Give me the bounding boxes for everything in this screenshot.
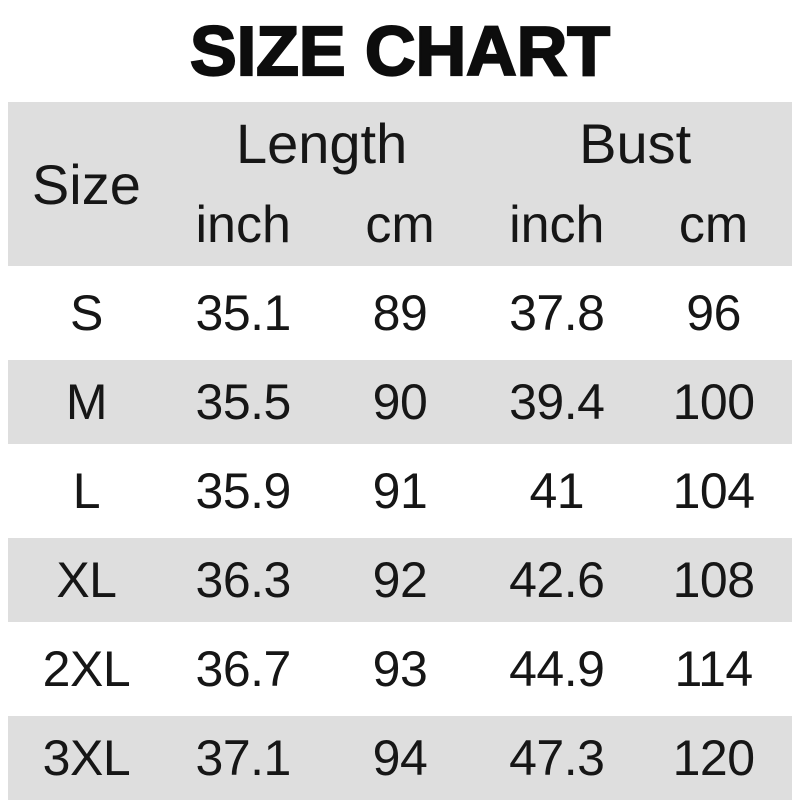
- size-cell: XL: [56, 552, 117, 608]
- bust-inch-cell: 39.4: [509, 374, 605, 430]
- bust-inch-cell: 44.9: [509, 641, 605, 697]
- bust-cm-cell: 108: [672, 552, 755, 608]
- table-body: S 35.1 89 37.8 96 M 35.5 90 39.4 100 L 3…: [8, 271, 792, 800]
- bust-cm-cell: 104: [672, 463, 755, 519]
- header-length-inch: inch: [195, 196, 291, 254]
- table-row-m: M 35.5 90 39.4 100: [8, 360, 792, 444]
- size-cell: S: [69, 285, 103, 341]
- bust-cm-cell: 120: [672, 730, 755, 786]
- table-row-s: S 35.1 89 37.8 96: [8, 271, 792, 355]
- length-inch-cell: 35.5: [195, 374, 292, 430]
- table-row-xl: XL 36.3 92 42.6 108: [8, 538, 792, 622]
- size-chart-table: Size Length Bust inch cm inch cm S 35.1 …: [8, 102, 792, 800]
- length-cm-cell: 91: [372, 463, 428, 519]
- page-title: SIZE CHART: [189, 11, 611, 91]
- bust-cm-cell: 96: [686, 285, 741, 341]
- bust-inch-cell: 42.6: [509, 552, 605, 608]
- header-bust-cm: cm: [678, 196, 749, 254]
- bust-cm-cell: 114: [674, 641, 753, 697]
- size-cell: L: [72, 463, 101, 519]
- length-inch-cell: 37.1: [195, 730, 292, 786]
- length-cm-cell: 92: [372, 552, 428, 608]
- bust-inch-cell: 41: [529, 463, 585, 519]
- size-cell: 2XL: [42, 641, 131, 697]
- header-length: Length: [235, 111, 408, 175]
- bust-inch-cell: 37.8: [509, 285, 605, 341]
- length-cm-cell: 94: [372, 730, 428, 786]
- length-inch-cell: 35.9: [195, 463, 292, 519]
- table-row-3xl: 3XL 37.1 94 47.3 120: [8, 716, 792, 800]
- length-inch-cell: 36.7: [195, 641, 292, 697]
- length-cm-cell: 89: [372, 285, 428, 341]
- length-inch-cell: 36.3: [195, 552, 292, 608]
- bust-inch-cell: 47.3: [509, 730, 605, 786]
- length-cm-cell: 93: [372, 641, 428, 697]
- header-size: Size: [31, 152, 141, 216]
- table-row-2xl: 2XL 36.7 93 44.9 114: [8, 627, 792, 711]
- size-cell: 3XL: [42, 730, 131, 786]
- header-length-cm: cm: [365, 196, 435, 254]
- header-bust-inch: inch: [509, 196, 605, 254]
- table-row-l: L 35.9 91 41 104: [8, 449, 792, 533]
- header-bust: Bust: [579, 111, 692, 175]
- length-inch-cell: 35.1: [195, 285, 292, 341]
- size-cell: M: [65, 374, 108, 430]
- table-header: Size Length Bust inch cm inch cm: [8, 102, 792, 266]
- length-cm-cell: 90: [372, 374, 428, 430]
- bust-cm-cell: 100: [672, 374, 755, 430]
- title-bar: SIZE CHART: [0, 0, 800, 102]
